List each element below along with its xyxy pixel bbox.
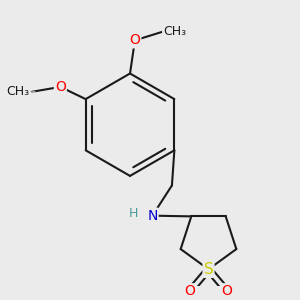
Text: methoxy: methoxy: [29, 91, 35, 92]
Text: O: O: [130, 33, 140, 47]
Text: N: N: [147, 209, 158, 223]
Text: O: O: [184, 284, 195, 298]
Text: CH₃: CH₃: [7, 85, 30, 98]
Text: methoxy: methoxy: [30, 91, 36, 92]
Text: methoxy: methoxy: [177, 28, 183, 29]
Text: S: S: [204, 262, 213, 277]
Text: O: O: [222, 284, 232, 298]
Text: O: O: [55, 80, 66, 94]
Text: CH₃: CH₃: [163, 25, 186, 38]
Text: H: H: [129, 207, 139, 220]
Text: methoxy: methoxy: [163, 31, 169, 32]
